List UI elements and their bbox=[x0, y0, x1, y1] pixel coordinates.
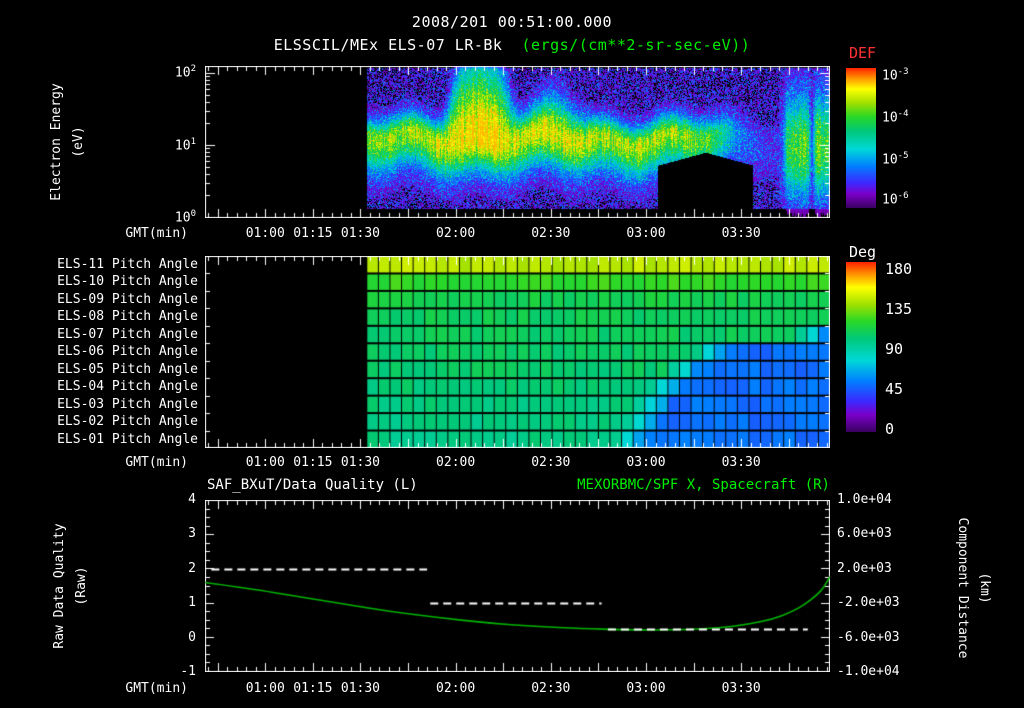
def-colorbar-tick: 10-3 bbox=[882, 66, 909, 84]
x-tick-label-middle: 01:15 bbox=[293, 455, 333, 470]
gmt-label-top: GMT(min) bbox=[125, 226, 188, 241]
distance-axis-tick: -6.0e+03 bbox=[837, 629, 900, 645]
def-colorbar-tick: 10-4 bbox=[882, 108, 909, 126]
x-tick-label-top: 02:00 bbox=[436, 226, 476, 241]
x-tick-label-bottom: 01:00 bbox=[245, 681, 285, 696]
x-tick-label-middle: 01:00 bbox=[245, 455, 285, 470]
quality-axis-tick: 3 bbox=[188, 526, 196, 542]
instrument-title: ELSSCIL/MEx ELS-07 LR-Bk (ergs/(cm**2-sr… bbox=[0, 36, 1024, 54]
quality-distance-canvas bbox=[205, 500, 830, 672]
def-colorbar-title: DEF bbox=[849, 44, 877, 62]
distance-axis-tick: 6.0e+03 bbox=[837, 526, 892, 542]
x-tick-label-bottom: 02:30 bbox=[531, 681, 571, 696]
pitch-row-label: ELS-11 Pitch Angle bbox=[57, 257, 198, 272]
component-distance-axis-unit: (km) bbox=[977, 572, 992, 604]
x-tick-label-middle: 02:30 bbox=[531, 455, 571, 470]
energy-axis-tick: 100 bbox=[174, 209, 196, 226]
x-tick-label-bottom: 02:00 bbox=[436, 681, 476, 696]
distance-axis-tick: 2.0e+03 bbox=[837, 560, 892, 576]
deg-colorbar-title: Deg bbox=[849, 243, 877, 261]
pitch-row-label: ELS-04 Pitch Angle bbox=[57, 379, 198, 395]
x-tick-label-bottom: 01:15 bbox=[293, 681, 333, 696]
x-tick-label-middle: 03:00 bbox=[626, 455, 666, 470]
pitch-row-label: ELS-08 Pitch Angle bbox=[57, 309, 198, 325]
deg-colorbar-tick: 90 bbox=[885, 339, 904, 358]
def-colorbar bbox=[846, 68, 876, 208]
quality-axis-tick: -1 bbox=[180, 664, 196, 679]
def-colorbar-tick: 10-6 bbox=[882, 191, 909, 208]
x-tick-label-top: 01:15 bbox=[293, 226, 333, 241]
pitch-row-label: ELS-02 Pitch Angle bbox=[57, 414, 198, 430]
def-colorbar-tick: 10-5 bbox=[882, 150, 909, 168]
x-tick-label-middle: 02:00 bbox=[436, 455, 476, 470]
x-tick-label-bottom: 03:00 bbox=[626, 681, 666, 696]
quality-axis-tick: 4 bbox=[188, 492, 196, 507]
deg-colorbar-tick: 45 bbox=[885, 379, 904, 398]
x-tick-label-top: 03:30 bbox=[721, 226, 761, 241]
x-tick-label-top: 03:00 bbox=[626, 226, 666, 241]
raw-quality-axis-unit: (Raw) bbox=[74, 566, 89, 606]
deg-colorbar-tick: 135 bbox=[885, 299, 913, 318]
raw-quality-axis-label: Raw Data Quality bbox=[52, 523, 67, 649]
instrument-name: ELSSCIL/MEx ELS-07 LR-Bk bbox=[273, 36, 503, 54]
pitch-row-label: ELS-06 Pitch Angle bbox=[57, 344, 198, 360]
x-tick-label-top: 01:00 bbox=[245, 226, 285, 241]
distance-axis-tick: -1.0e+04 bbox=[837, 664, 900, 679]
component-distance-axis-label: Component Distance bbox=[955, 517, 970, 659]
energy-axis-unit: (eV) bbox=[71, 126, 86, 158]
gmt-label-bottom: GMT(min) bbox=[125, 681, 188, 696]
pitch-row-label: ELS-03 Pitch Angle bbox=[57, 396, 198, 412]
quality-axis-tick: 1 bbox=[188, 595, 196, 611]
quality-axis-tick: 0 bbox=[188, 629, 196, 645]
energy-axis-tick: 102 bbox=[174, 64, 196, 81]
bottom-left-title: SAF_BXuT/Data Quality (L) bbox=[207, 477, 418, 493]
x-tick-label-bottom: 01:30 bbox=[340, 681, 381, 696]
distance-axis-tick: -2.0e+03 bbox=[837, 595, 900, 611]
deg-colorbar-tick: 180 bbox=[885, 259, 913, 278]
bottom-right-title: MEXORBMC/SPF X, Spacecraft (R) bbox=[577, 477, 830, 493]
pitch-angle-heatmap-canvas bbox=[205, 256, 830, 448]
deg-colorbar-tick: 0 bbox=[885, 419, 895, 438]
pitch-row-label: ELS-05 Pitch Angle bbox=[57, 361, 198, 377]
x-tick-label-middle: 03:30 bbox=[721, 455, 761, 470]
energy-axis-label: Electron Energy bbox=[49, 83, 64, 201]
distance-axis-tick: 1.0e+04 bbox=[837, 492, 892, 507]
gmt-label-middle: GMT(min) bbox=[125, 455, 188, 470]
x-tick-label-top: 02:30 bbox=[531, 226, 571, 241]
pitch-row-label: ELS-07 Pitch Angle bbox=[57, 326, 198, 342]
pitch-row-label: ELS-10 Pitch Angle bbox=[57, 274, 198, 290]
energy-axis-tick: 101 bbox=[174, 136, 196, 153]
instrument-units: (ergs/(cm**2-sr-sec-eV)) bbox=[502, 36, 751, 54]
quality-axis-tick: 2 bbox=[188, 560, 196, 576]
electron-spectrogram-canvas bbox=[205, 66, 830, 218]
x-tick-label-top: 01:30 bbox=[340, 226, 381, 241]
pitch-row-label: ELS-01 Pitch Angle bbox=[57, 431, 198, 447]
timestamp-title: 2008/201 00:51:00.000 bbox=[411, 13, 613, 31]
x-tick-label-middle: 01:30 bbox=[340, 455, 381, 470]
deg-colorbar bbox=[846, 262, 876, 432]
pitch-row-label: ELS-09 Pitch Angle bbox=[57, 291, 198, 307]
x-tick-label-bottom: 03:30 bbox=[721, 681, 761, 696]
